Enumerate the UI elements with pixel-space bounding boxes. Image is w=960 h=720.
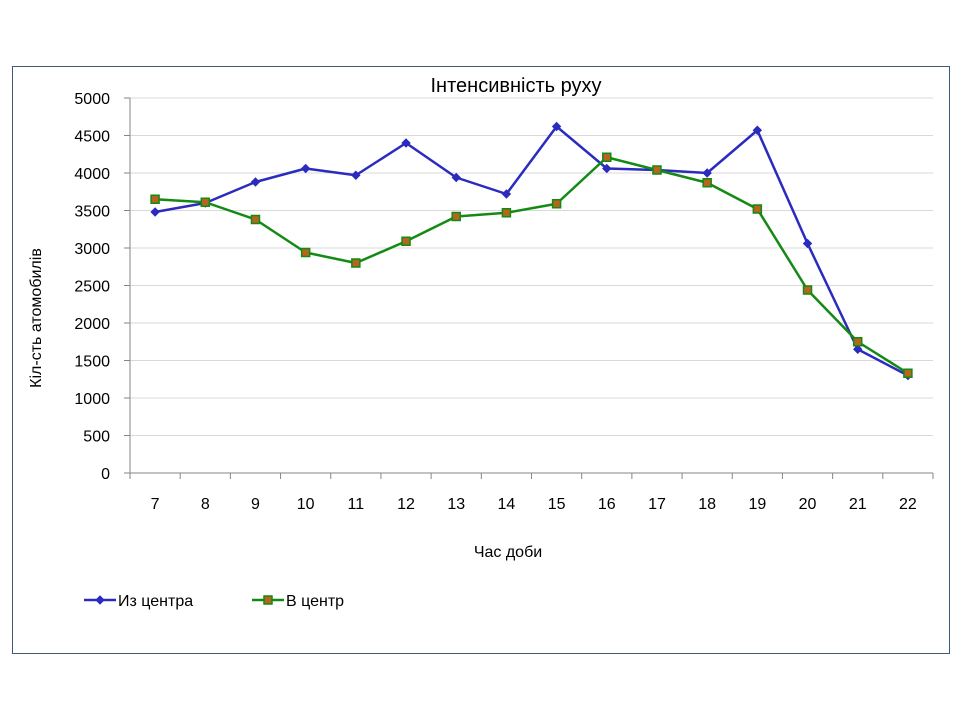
x-tick-label: 10 xyxy=(297,496,315,513)
data-point xyxy=(401,138,411,148)
data-point xyxy=(652,165,662,175)
data-point xyxy=(200,197,211,207)
series-2 xyxy=(150,152,913,378)
x-tick-label: 15 xyxy=(548,496,566,513)
y-tick-label: 1500 xyxy=(74,354,110,371)
x-tick-label: 12 xyxy=(397,496,415,513)
legend-item: Из центра xyxy=(84,593,193,610)
data-point xyxy=(250,177,261,187)
x-tick-label: 17 xyxy=(648,496,666,513)
x-axis-label: Час доби xyxy=(474,544,542,561)
series-group xyxy=(150,121,913,381)
y-tick-label: 3500 xyxy=(74,204,110,221)
data-point xyxy=(602,152,612,162)
x-tick-label: 16 xyxy=(598,496,616,513)
y-tick-label: 1000 xyxy=(74,391,110,408)
data-point xyxy=(401,236,411,246)
data-point xyxy=(451,172,461,183)
data-point xyxy=(300,247,311,258)
x-tick-label: 20 xyxy=(799,496,817,513)
y-tick-label: 500 xyxy=(83,429,110,446)
gridlines xyxy=(130,97,933,436)
x-tick-label: 13 xyxy=(447,496,465,513)
x-tick-label: 14 xyxy=(498,496,516,513)
data-point xyxy=(853,344,863,354)
data-point xyxy=(551,199,562,209)
x-tick-label: 18 xyxy=(698,496,716,513)
data-point xyxy=(752,204,763,214)
x-tick-label: 8 xyxy=(201,496,210,513)
y-tick-label: 5000 xyxy=(74,91,110,108)
y-axis-ticks: 0 500 1000 1500 2000 2500 3000 3500 4000 4500 5000 xyxy=(74,91,110,483)
y-axis-label: Кіл-сть атомобилів xyxy=(28,248,45,388)
y-tick-label: 0 xyxy=(101,466,110,483)
x-tick-label: 21 xyxy=(849,496,867,513)
y-tick-label: 4500 xyxy=(74,129,110,146)
data-point xyxy=(752,125,763,135)
x-tick-label: 11 xyxy=(348,496,365,513)
data-point xyxy=(551,121,562,132)
legend-marker xyxy=(263,595,273,605)
data-point xyxy=(802,238,813,249)
data-point xyxy=(351,170,361,180)
legend-item: В центр xyxy=(252,593,344,610)
series-1 xyxy=(150,121,913,381)
data-point xyxy=(903,368,913,378)
legend-marker xyxy=(95,595,105,605)
y-tick-label: 4000 xyxy=(74,166,110,183)
x-axis-ticks: 7 8 9 10 11 12 13 14 15 16 17 18 19 20 21 22 xyxy=(151,496,917,513)
data-point xyxy=(300,163,311,174)
series-line xyxy=(155,156,909,375)
series-line xyxy=(154,125,909,377)
y-tick-label: 2000 xyxy=(74,316,110,333)
axes xyxy=(124,97,934,479)
data-point xyxy=(150,207,160,217)
data-point xyxy=(351,258,361,268)
data-point xyxy=(702,178,712,188)
data-point xyxy=(501,189,512,199)
data-point xyxy=(702,168,712,178)
data-point xyxy=(802,285,813,295)
x-tick-label: 9 xyxy=(251,496,260,513)
data-point xyxy=(451,211,461,222)
data-point xyxy=(852,337,863,347)
x-tick-label: 19 xyxy=(748,496,766,513)
x-tick-label: 22 xyxy=(899,496,917,513)
data-point xyxy=(150,194,160,204)
legend-label: Из центра xyxy=(118,593,193,610)
x-tick-label: 7 xyxy=(151,496,160,513)
y-tick-label: 2500 xyxy=(74,279,110,296)
legend: Из центра В центр xyxy=(84,593,344,610)
y-tick-label: 3000 xyxy=(74,241,110,258)
data-point xyxy=(602,163,612,174)
data-point xyxy=(501,208,512,218)
data-point xyxy=(250,214,261,225)
chart-title: Інтенсивність руху xyxy=(430,75,601,97)
legend-label: В центр xyxy=(286,593,344,610)
